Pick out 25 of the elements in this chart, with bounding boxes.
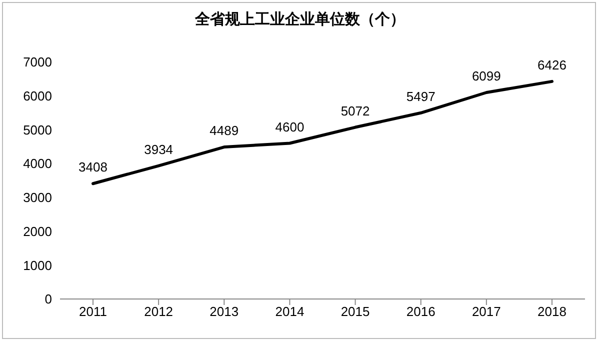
y-tick-label: 2000: [23, 224, 52, 239]
y-tick-label: 4000: [23, 156, 52, 172]
x-tick-label: 2017: [472, 304, 501, 320]
x-tick-label: 2012: [144, 304, 174, 320]
data-label: 3408: [78, 160, 108, 175]
data-label: 5072: [340, 103, 370, 118]
y-tick-label: 1000: [23, 258, 52, 273]
y-tick-label: 5000: [23, 122, 52, 138]
data-label: 4489: [210, 123, 239, 138]
x-tick-label: 2018: [538, 304, 566, 320]
data-label: 4600: [275, 119, 304, 134]
x-tick-label: 2011: [79, 304, 107, 320]
y-tick-label: 7000: [23, 54, 52, 70]
y-tick-label: 6000: [23, 88, 52, 104]
x-tick-label: 2016: [406, 304, 436, 320]
x-tick-label: 2014: [275, 304, 304, 320]
chart-title: 全省规上工业企业单位数（个）: [194, 10, 406, 29]
x-tick-label: 2013: [210, 304, 239, 320]
data-label: 5497: [406, 88, 436, 104]
y-tick-label: 3000: [23, 190, 52, 206]
data-label: 6426: [538, 57, 566, 72]
x-tick-label: 2015: [340, 304, 370, 320]
data-label: 3934: [144, 142, 174, 157]
y-tick-label: 0: [44, 292, 52, 307]
data-label: 6099: [472, 68, 501, 84]
